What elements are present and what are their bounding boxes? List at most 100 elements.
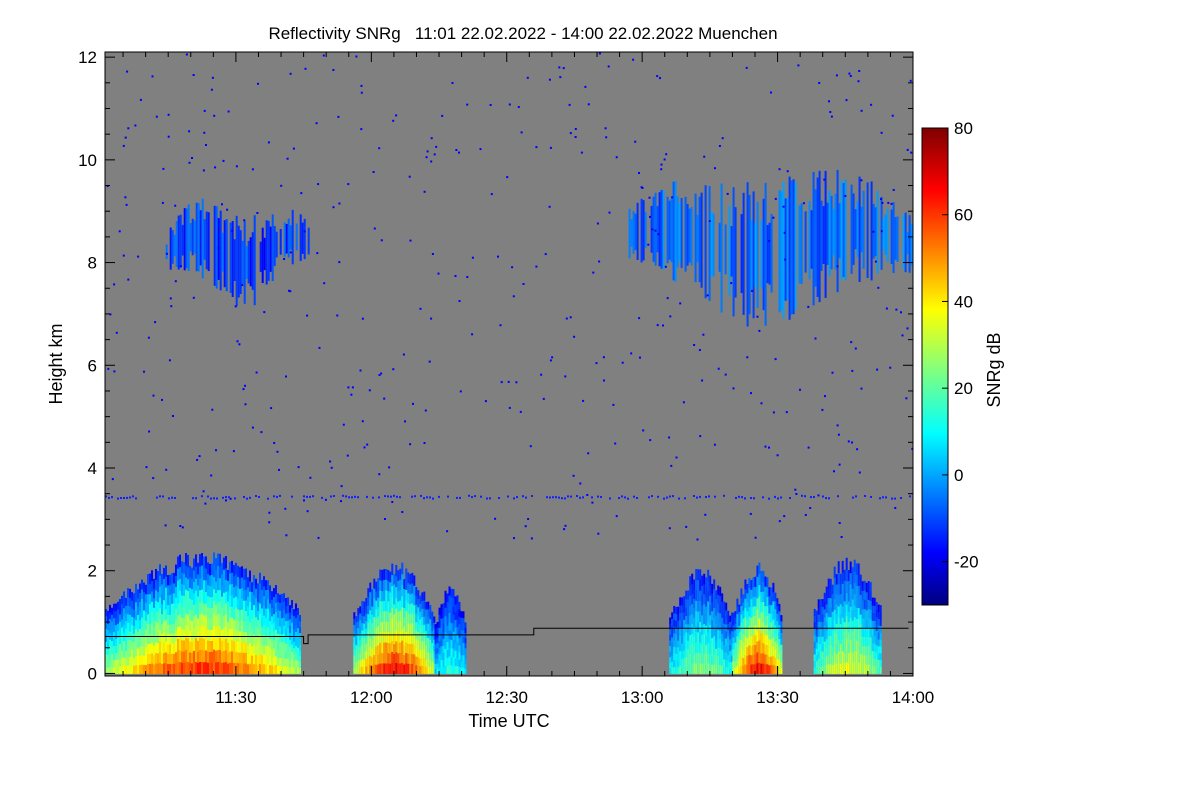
x-tick-label: 13:30 [756,688,799,707]
speckle [229,497,232,500]
speckle [559,76,562,79]
speckle [500,381,503,384]
speckle [126,496,128,499]
speckle [283,258,286,260]
speckle [373,227,376,230]
speckle [303,495,305,498]
speckle [562,67,565,70]
speckle [388,466,391,469]
speckle [107,367,110,370]
speckle [881,201,884,204]
speckle [587,103,590,106]
speckle [162,167,165,170]
speckle [118,230,121,233]
speckle [494,517,497,520]
speckle [569,316,572,319]
x-tick-label: 13:00 [621,688,664,707]
echo-region-6 [813,557,882,674]
speckle [210,88,213,91]
speckle [738,495,740,498]
speckle [437,272,440,275]
speckle [634,140,637,143]
speckle [607,65,610,68]
speckle [824,395,826,398]
speckle [662,324,664,327]
speckle [670,464,673,467]
speckle [855,495,857,498]
speckle [664,265,667,268]
speckle [561,497,563,500]
speckle [276,495,278,498]
speckle [392,368,395,371]
speckle [351,496,353,499]
speckle [717,367,720,370]
speckle [696,538,699,541]
speckle [490,193,493,196]
speckle [627,497,629,500]
speckle [156,496,158,499]
speckle [174,497,176,499]
speckle [390,495,392,498]
speckle [872,230,875,233]
speckle [129,496,131,499]
speckle [749,512,752,515]
speckle [458,300,461,302]
speckle [191,157,193,159]
speckle [621,495,623,498]
speckle [522,283,525,285]
speckle [300,192,303,195]
speckle [633,495,635,498]
speckle [399,496,401,499]
speckle [507,495,509,498]
noise-speckles [105,52,913,541]
speckle [210,497,212,500]
speckle [630,352,633,355]
speckle [289,72,292,75]
speckle [192,296,195,299]
speckle [549,496,551,499]
speckle [558,496,560,499]
speckle [438,495,440,498]
speckle [351,386,354,389]
speckle [705,496,707,498]
speckle [603,379,605,382]
speckle [508,406,511,409]
speckle [780,496,782,499]
speckle [795,493,798,495]
speckle [906,148,909,151]
speckle [188,130,191,133]
x-axis: 11:30 12:00 12:30 13:00 13:30 14:00 [122,52,934,707]
speckle [393,494,395,497]
speckle [324,498,327,501]
speckle [243,496,245,498]
speckle [751,289,754,292]
speckle [660,163,663,166]
speckle [615,156,618,159]
speckle [721,137,724,140]
speckle [359,369,362,372]
speckle [600,496,602,498]
speckle [602,356,605,359]
speckle [148,430,151,433]
speckle [783,231,786,234]
speckle [280,184,283,187]
speckle [552,496,554,499]
speckle [857,80,860,83]
speckle [828,100,830,103]
speckle [378,374,381,376]
speckle [659,77,661,80]
speckle [724,373,727,376]
speckle [754,536,757,539]
speckle [316,252,319,255]
speckle [322,54,325,57]
speckle [591,501,594,504]
speckle [565,317,568,320]
colorbar-label: SNRg dB [984,332,1004,407]
speckle [701,379,704,382]
speckle [784,258,787,261]
speckle [837,433,840,436]
speckle [542,397,545,400]
speckle [304,67,307,70]
speckle [905,397,908,400]
speckle [423,497,425,500]
